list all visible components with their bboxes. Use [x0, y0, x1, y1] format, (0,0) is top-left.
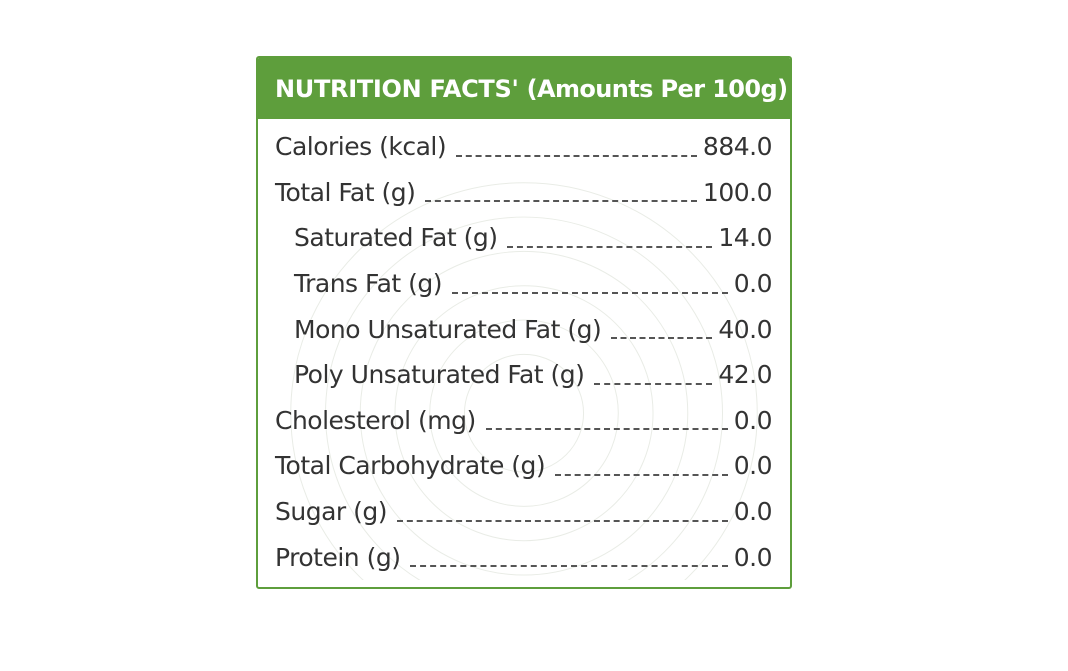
header-title: NUTRITION FACTS: [275, 74, 512, 103]
nutrition-facts-panel: NUTRITION FACTS ' (Amounts Per 100g) Calo…: [256, 56, 792, 589]
nutrient-value: 100.0: [702, 177, 773, 207]
nutrient-row-cholesterol: Cholesterol (mg) 0.0: [258, 398, 790, 444]
dotted-leader: [397, 519, 728, 522]
nutrient-label: Total Carbohydrate (g): [275, 451, 546, 481]
nutrient-label: Cholesterol (mg): [275, 405, 476, 435]
nutrient-label: Sugar (g): [275, 497, 388, 527]
nutrient-row-total-fat: Total Fat (g) 100.0: [258, 170, 790, 216]
nutrient-row-saturated-fat: Saturated Fat (g) 14.0: [258, 215, 790, 261]
dotted-leader: [452, 291, 728, 294]
nutrient-label: Saturated Fat (g): [294, 223, 498, 253]
nutrient-value: 0.0: [733, 405, 773, 435]
nutrient-row-trans-fat: Trans Fat (g) 0.0: [258, 261, 790, 307]
nutrient-value: 0.0: [733, 451, 773, 481]
header-subtitle: (Amounts Per 100g): [526, 74, 788, 103]
nutrition-facts-header: NUTRITION FACTS ' (Amounts Per 100g): [258, 58, 790, 119]
nutrient-value: 0.0: [733, 542, 773, 572]
nutrient-value: 40.0: [718, 314, 772, 344]
nutrient-row-protein: Protein (g) 0.0: [258, 534, 790, 580]
nutrient-label: Trans Fat (g): [294, 269, 443, 299]
nutrient-label: Mono Unsaturated Fat (g): [294, 314, 602, 344]
nutrient-row-poly-unsaturated-fat: Poly Unsaturated Fat (g) 42.0: [258, 352, 790, 398]
nutrient-value: 0.0: [733, 269, 773, 299]
dotted-leader: [507, 245, 713, 248]
nutrient-label: Protein (g): [275, 542, 401, 572]
dotted-leader: [611, 337, 713, 340]
nutrient-value: 14.0: [718, 223, 772, 253]
header-mark: ': [511, 74, 519, 103]
dotted-leader: [410, 565, 728, 568]
dotted-leader: [485, 428, 728, 431]
nutrition-facts-body: Calories (kcal) 884.0 Total Fat (g) 100.…: [258, 119, 790, 580]
nutrient-label: Calories (kcal): [275, 132, 447, 162]
nutrient-row-total-carbohydrate: Total Carbohydrate (g) 0.0: [258, 443, 790, 489]
nutrient-row-mono-unsaturated-fat: Mono Unsaturated Fat (g) 40.0: [258, 306, 790, 352]
dotted-leader: [425, 200, 697, 203]
nutrient-value: 42.0: [718, 360, 772, 390]
dotted-leader: [594, 382, 713, 385]
dotted-leader: [456, 154, 697, 157]
nutrient-row-calories: Calories (kcal) 884.0: [258, 124, 790, 170]
nutrient-value: 0.0: [733, 497, 773, 527]
dotted-leader: [555, 473, 728, 476]
nutrient-label: Poly Unsaturated Fat (g): [294, 360, 585, 390]
nutrient-value: 884.0: [702, 132, 773, 162]
nutrient-row-sugar: Sugar (g) 0.0: [258, 489, 790, 535]
nutrient-label: Total Fat (g): [275, 177, 416, 207]
